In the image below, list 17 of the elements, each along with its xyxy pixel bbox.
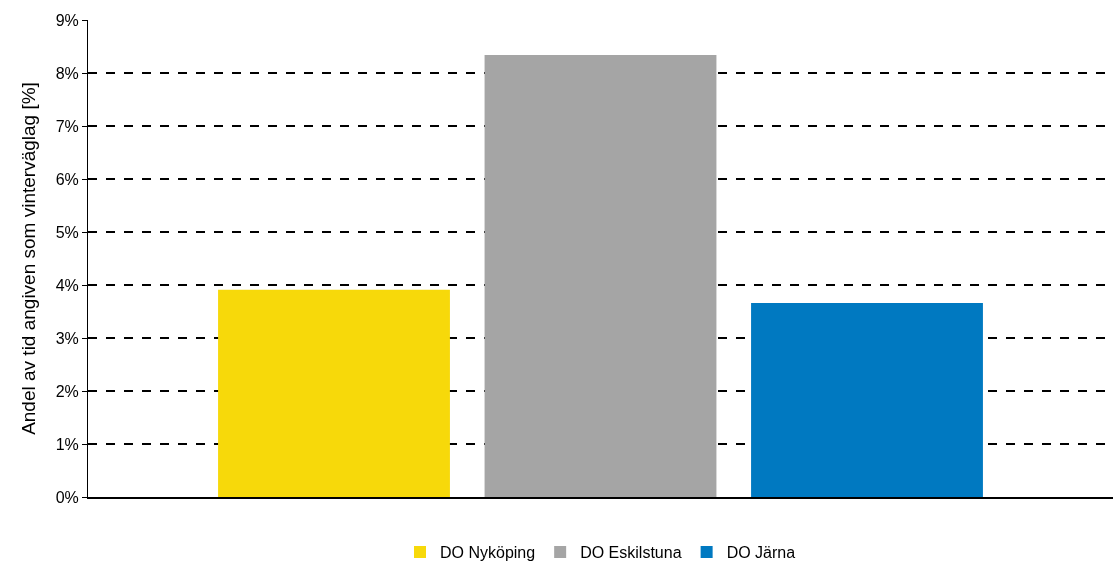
bar (218, 289, 450, 497)
legend-label: DO Eskilstuna (580, 544, 682, 562)
y-tick-label: 1% (55, 435, 79, 453)
y-tick-label: 4% (55, 276, 79, 294)
y-tick-label: 7% (55, 117, 79, 135)
y-tick-label: 5% (55, 223, 79, 241)
y-tick-label: 0% (55, 488, 79, 506)
y-tick-label: 9% (55, 11, 79, 29)
y-tick-label: 3% (55, 329, 79, 347)
y-tick-label: 2% (55, 382, 79, 400)
y-axis-title: Andel av tid angiven som vinterväglag [%] (17, 82, 39, 435)
legend-label: DO Nyköping (440, 544, 536, 562)
y-tick-label: 8% (55, 64, 79, 82)
legend-label: DO Järna (726, 544, 796, 562)
bar (751, 303, 983, 497)
y-tick-label: 6% (55, 170, 79, 188)
bar (484, 54, 717, 497)
